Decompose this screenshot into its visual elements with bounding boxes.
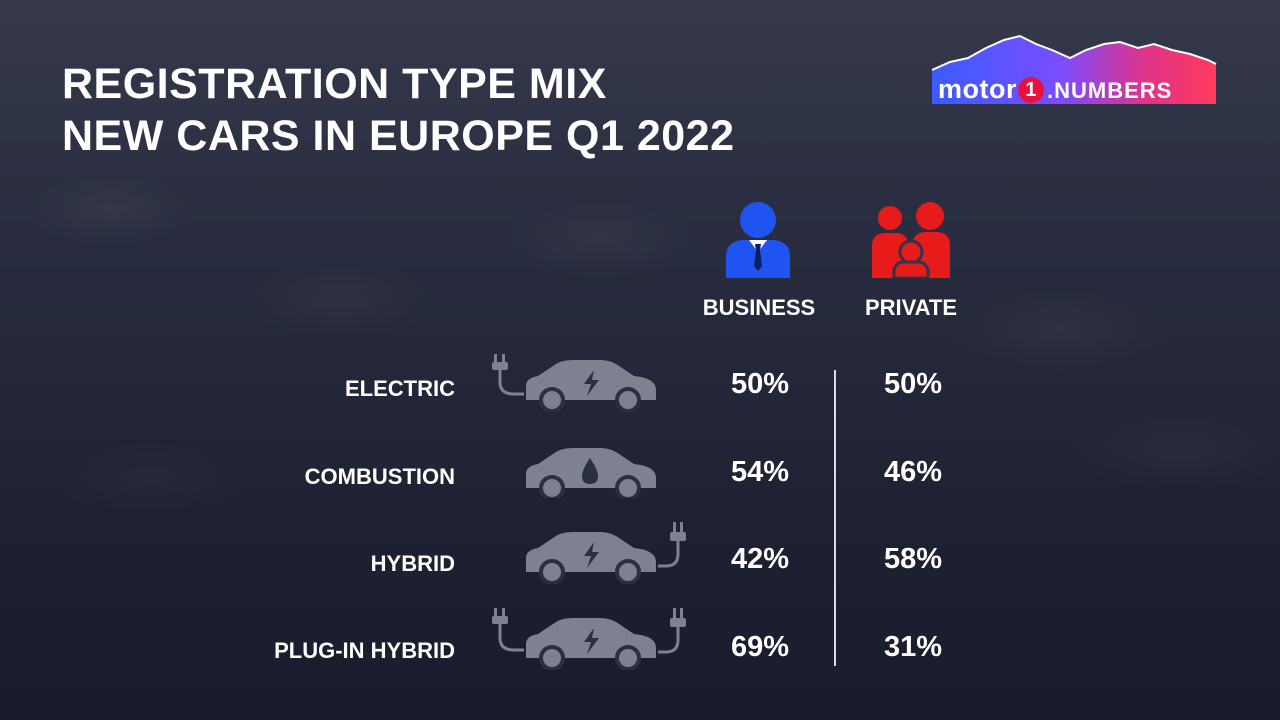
title-line-1: REGISTRATION TYPE MIX [62,60,607,108]
mountain-graph-logo-icon [931,34,1217,104]
logo-numbers: .NUMBERS [1047,78,1173,103]
hybrid-business-value: 42% [730,543,790,575]
logo-brand: motor [938,74,1017,104]
row-label-plug-in-hybrid: PLUG-IN HYBRID [274,638,455,663]
plug-in-hybrid-business-value: 69% [730,631,790,663]
column-header-business: BUSINESS [702,295,816,320]
row-label-combustion: COMBUSTION [304,464,455,489]
plug-in-hybrid-car-icon [492,608,686,670]
column-header-private: PRIVATE [864,295,958,320]
electric-business-value: 50% [730,368,790,400]
row-label-electric: ELECTRIC [345,376,455,401]
hybrid-car-icon [526,522,686,584]
private-family-icon [872,202,950,278]
row-label-hybrid: HYBRID [370,551,455,576]
logo-one: 1 [1018,77,1044,103]
title-line-2: NEW CARS IN EUROPE Q1 2022 [62,112,735,161]
column-divider [834,370,836,666]
combustion-business-value: 54% [730,456,790,488]
electric-private-value: 50% [883,368,943,400]
combustion-private-value: 46% [883,456,943,488]
hybrid-private-value: 58% [883,543,943,575]
page-title: REGISTRATION TYPE MIX NEW CARS IN EUROPE… [62,58,735,163]
business-person-icon [726,202,790,278]
electric-car-plug-icon [492,354,656,412]
plug-in-hybrid-private-value: 31% [883,631,943,663]
fuel-car-icon [526,448,656,498]
motor1-numbers-logo: motor 1 .NUMBERS [928,34,1220,114]
